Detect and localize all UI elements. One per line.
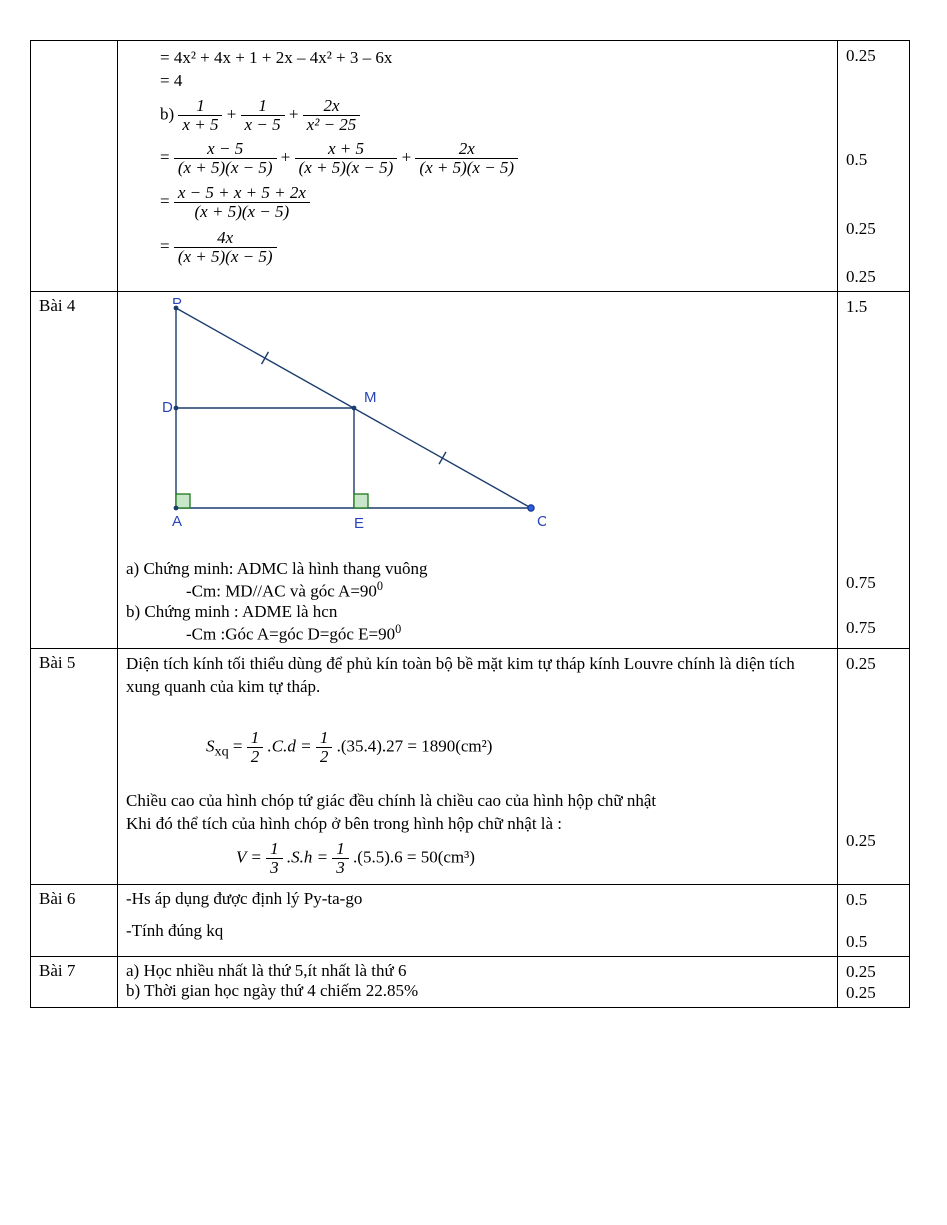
bai6-scores: 0.5 0.5 <box>846 889 901 952</box>
bai6-l2: -Tính đúng kq <box>126 921 829 941</box>
bai7-content: a) Học nhiều nhất là thứ 5,ít nhất là th… <box>118 956 838 1008</box>
score: 0.5 <box>846 149 901 170</box>
row-bai7: Bài 7 a) Học nhiều nhất là thứ 5,ít nhất… <box>31 956 910 1008</box>
row-bai6: Bài 6 -Hs áp dụng được định lý Py-ta-go … <box>31 885 910 957</box>
bai4-b: b) Chứng minh : ADME là hcn <box>126 602 829 622</box>
score: 0.25 <box>846 830 901 851</box>
bai3-content: = 4x² + 4x + 1 + 2x – 4x² + 3 – 6x = 4 b… <box>118 41 838 292</box>
bai7-l2: b) Thời gian học ngày thứ 4 chiếm 22.85% <box>126 981 829 1001</box>
expr-b-line2: = x − 5(x + 5)(x − 5) + x + 5(x + 5)(x −… <box>160 140 829 177</box>
score: 0.5 <box>846 931 901 952</box>
bai5-eq1: Sxq = 12 .C.d = 12 .(35.4).27 = 1890(cm²… <box>206 729 829 766</box>
bai6-content: -Hs áp dụng được định lý Py-ta-go -Tính … <box>118 885 838 957</box>
score: 0.25 <box>846 653 901 674</box>
math-line-1: = 4x² + 4x + 1 + 2x – 4x² + 3 – 6x <box>160 48 829 68</box>
svg-text:E: E <box>354 515 364 532</box>
answer-key-table: = 4x² + 4x + 1 + 2x – 4x² + 3 – 6x = 4 b… <box>30 40 910 1008</box>
bai7-label: Bài 7 <box>31 956 118 1008</box>
score: 0.25 <box>846 218 901 239</box>
triangle-figure: A B C D E M <box>136 298 546 548</box>
score: 0.25 <box>846 266 901 287</box>
bai5-p1: Diện tích kính tối thiểu dùng để phủ kín… <box>126 653 829 699</box>
score: 0.25 <box>846 982 901 1003</box>
bai5-label: Bài 5 <box>31 649 118 885</box>
bai5-content: Diện tích kính tối thiểu dùng để phủ kín… <box>118 649 838 885</box>
bai5-p2: Chiều cao của hình chóp tứ giác đều chín… <box>126 790 829 813</box>
bai4-b-sub: -Cm :Góc A=góc D=góc E=900 <box>126 622 829 645</box>
score: 0.25 <box>846 961 901 982</box>
score: 0.25 <box>846 45 901 66</box>
bai5-eq2: V = 13 .S.h = 13 .(5.5).6 = 50(cm³) <box>236 840 829 877</box>
bai4-label: Bài 4 <box>31 292 118 649</box>
bai4-a-sub: -Cm: MD//AC và góc A=900 <box>126 579 829 602</box>
bai4-scores: 1.5 0.75 0.75 <box>846 296 901 638</box>
svg-text:A: A <box>172 513 182 530</box>
svg-text:M: M <box>364 389 377 406</box>
svg-text:B: B <box>172 298 182 308</box>
expr-b-line4: = 4x(x + 5)(x − 5) <box>160 229 829 266</box>
score: 0.75 <box>846 617 901 638</box>
bai7-scores: 0.25 0.25 <box>846 961 901 1004</box>
bai6-l1: -Hs áp dụng được định lý Py-ta-go <box>126 889 829 909</box>
bai5-p3: Khi đó thể tích của hình chóp ở bên tron… <box>126 813 829 836</box>
score: 1.5 <box>846 296 901 317</box>
svg-text:C: C <box>537 513 546 530</box>
bai3-scores: 0.25 0.5 0.25 0.25 <box>846 45 901 287</box>
score: 0.5 <box>846 889 901 910</box>
score: 0.75 <box>846 572 901 593</box>
bai6-label: Bài 6 <box>31 885 118 957</box>
bai7-l1: a) Học nhiều nhất là thứ 5,ít nhất là th… <box>126 961 829 981</box>
row-bai4: Bài 4 A B C D E M a) Chứng minh: ADMC là hình… <box>31 292 910 649</box>
row-bai5: Bài 5 Diện tích kính tối thiểu dùng để p… <box>31 649 910 885</box>
math-line-2: = 4 <box>160 71 829 91</box>
bai5-scores: 0.25 0.25 <box>846 653 901 851</box>
bai4-content: A B C D E M a) Chứng minh: ADMC là hình thang… <box>118 292 838 649</box>
expr-b-line3: = x − 5 + x + 5 + 2x(x + 5)(x − 5) <box>160 184 829 221</box>
bai4-a: a) Chứng minh: ADMC là hình thang vuông <box>126 559 829 579</box>
row-bai3-cont: = 4x² + 4x + 1 + 2x – 4x² + 3 – 6x = 4 b… <box>31 41 910 292</box>
expr-b-line1: b) 1x + 5 + 1x − 5 + 2xx² − 25 <box>160 97 829 134</box>
svg-text:D: D <box>162 399 173 416</box>
